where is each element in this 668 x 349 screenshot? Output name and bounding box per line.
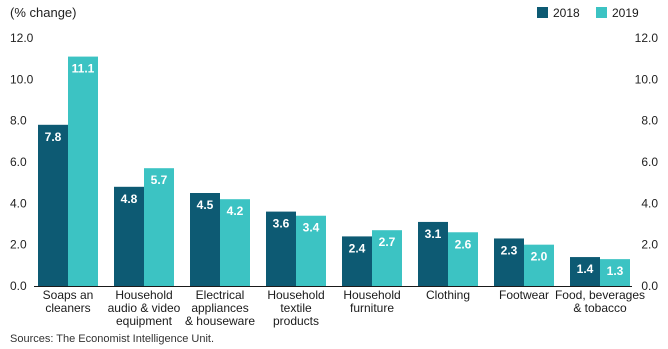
bar-2019 (144, 168, 174, 286)
data-label-2018: 3.1 (425, 227, 442, 241)
y-tick-left: 0.0 (10, 279, 27, 293)
y-axis-left: 0.0 2.0 4.0 6.0 8.0 10.0 12.0 (10, 31, 34, 293)
bar-2018 (190, 193, 220, 286)
unit-label: (% change) (10, 5, 76, 20)
bar-2018 (342, 236, 372, 286)
category-labels: Soaps an cleaners Household audio & video eq… (43, 288, 645, 328)
bar-2019 (524, 244, 554, 286)
y-tick-left: 8.0 (10, 114, 27, 128)
legend-swatch-2019 (596, 7, 607, 18)
bar-2018 (570, 257, 600, 286)
data-label-2018: 2.4 (349, 241, 366, 255)
data-label-2019: 2.0 (531, 250, 548, 264)
data-label-2019: 1.3 (607, 264, 624, 278)
bar-2019 (448, 232, 478, 286)
category-label: Electrical appliances & houseware (185, 288, 255, 328)
bar-2019 (600, 259, 630, 286)
data-labels: 7.8 11.1 4.8 5.7 4.5 4.2 3.6 3.4 2.4 2.7 3.1 2.6 2.3… (45, 62, 624, 279)
y-tick-left: 6.0 (10, 155, 27, 169)
y-tick-left: 12.0 (10, 31, 34, 45)
y-tick-right: 0.0 (641, 279, 658, 293)
category-label: Food, beverages & tobacco (555, 288, 645, 315)
y-tick-right: 8.0 (641, 114, 658, 128)
data-label-2018: 1.4 (577, 262, 594, 276)
bar-2018 (114, 186, 144, 286)
bar-2018 (266, 211, 296, 286)
bars (38, 56, 630, 286)
y-tick-left: 10.0 (10, 72, 34, 86)
legend-label-2019: 2019 (612, 6, 639, 20)
bar-2019 (296, 215, 326, 286)
bar-2018 (418, 221, 448, 286)
legend-swatch-2018 (537, 7, 548, 18)
y-tick-right: 6.0 (641, 155, 658, 169)
data-label-2018: 3.6 (273, 217, 290, 231)
data-label-2019: 3.4 (303, 221, 320, 235)
category-label: Household audio & video equipment (108, 288, 181, 328)
legend-label-2018: 2018 (553, 6, 580, 20)
bar-2019 (220, 199, 250, 286)
bar-2018 (494, 238, 524, 286)
legend: 2018 2019 (537, 6, 639, 20)
data-label-2019: 4.2 (227, 204, 244, 218)
bar-2019 (372, 230, 402, 286)
data-label-2018: 7.8 (45, 130, 62, 144)
y-tick-left: 4.0 (10, 196, 27, 210)
data-label-2018: 4.5 (197, 198, 214, 212)
data-label-2019: 5.7 (151, 173, 168, 187)
category-label: Household furniture (343, 288, 400, 315)
y-tick-left: 2.0 (10, 238, 27, 252)
bar-2018 (38, 124, 68, 286)
data-label-2019: 2.7 (379, 235, 396, 249)
category-label: Clothing (426, 288, 470, 302)
data-label-2018: 2.3 (501, 243, 518, 257)
y-tick-right: 10.0 (635, 72, 659, 86)
data-label-2018: 4.8 (121, 192, 138, 206)
y-axis-right: 0.0 2.0 4.0 6.0 8.0 10.0 12.0 (635, 31, 659, 293)
category-label: Household textile products (267, 288, 324, 328)
data-label-2019: 2.6 (455, 237, 472, 251)
y-tick-right: 4.0 (641, 196, 658, 210)
category-label: Soaps an cleaners (43, 288, 94, 315)
y-tick-right: 2.0 (641, 238, 658, 252)
category-label: Footwear (499, 288, 549, 302)
bar-2019 (68, 56, 98, 286)
y-tick-right: 12.0 (635, 31, 659, 45)
source-note: Sources: The Economist Intelligence Unit… (10, 333, 214, 345)
data-label-2019: 11.1 (72, 62, 95, 76)
